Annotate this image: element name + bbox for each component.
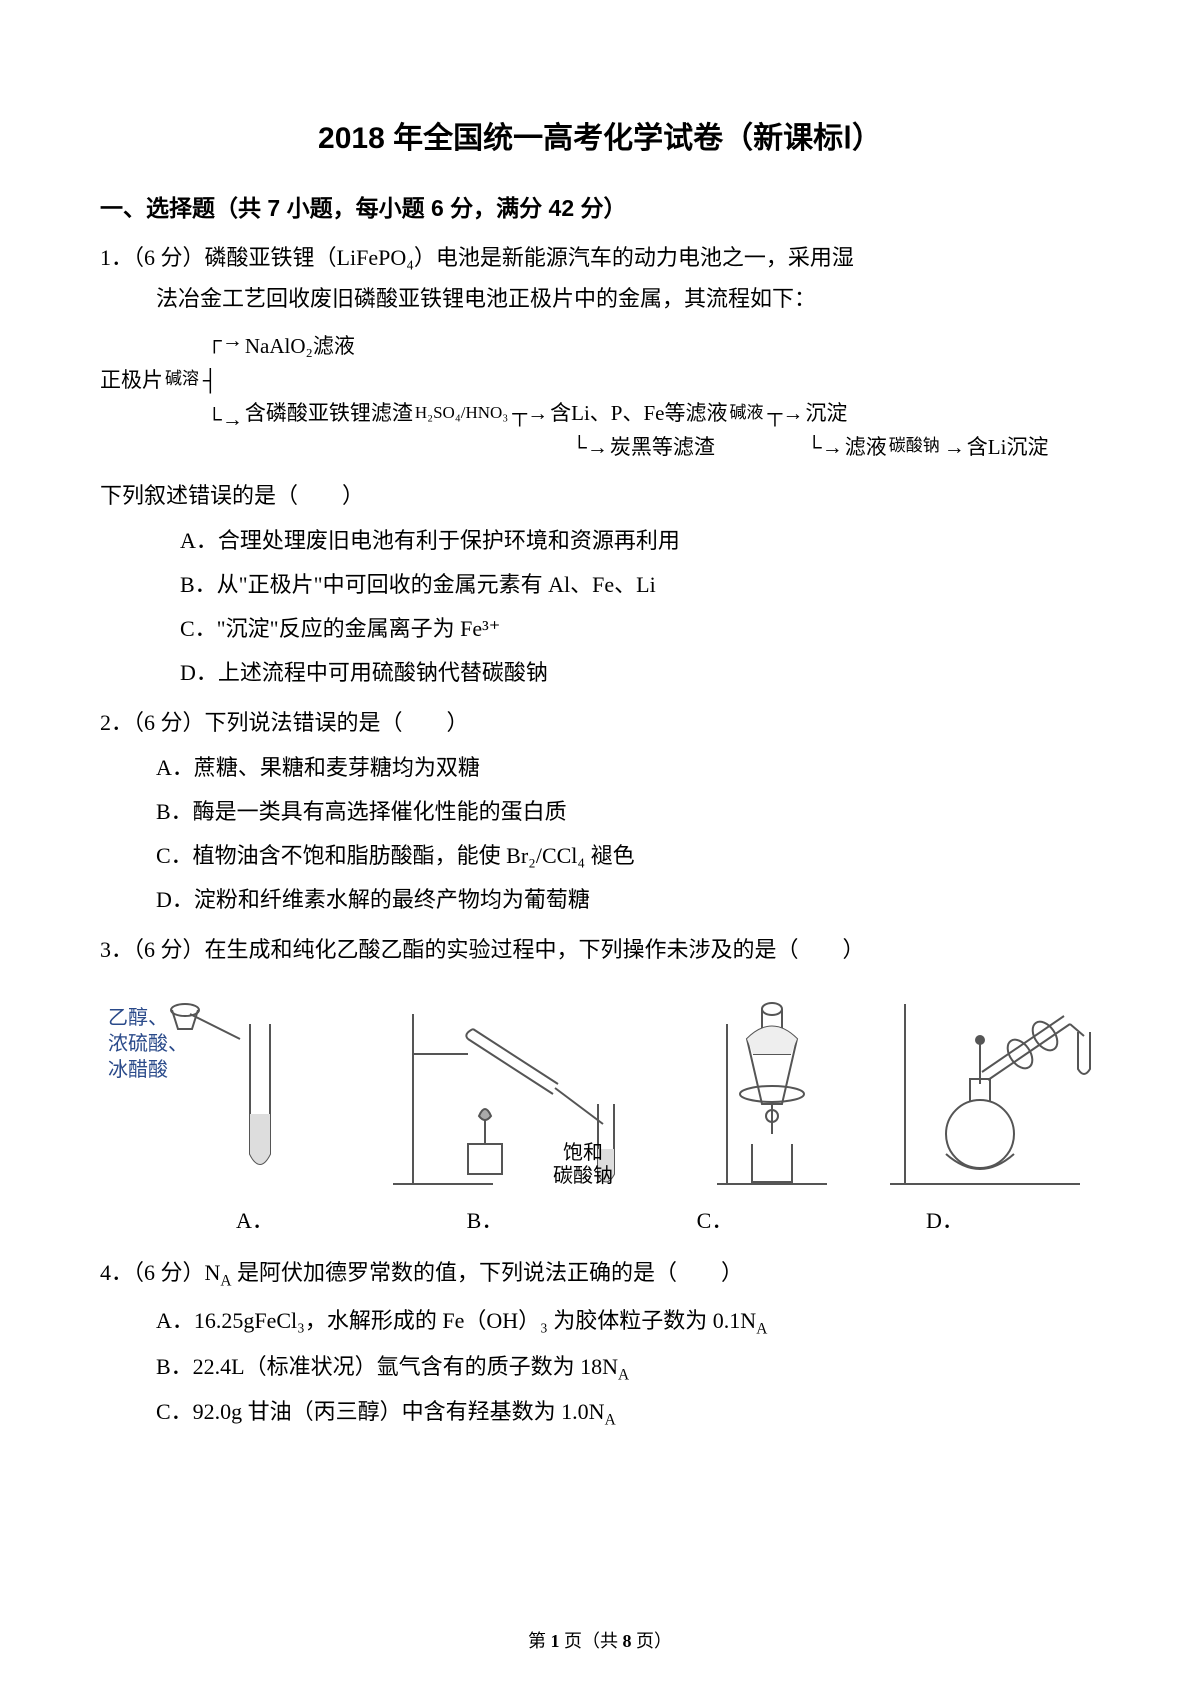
q4-a-text: A．16.25gFeCl₃，水解形成的 Fe（OH）₃ 为胶体粒子数为 0.1N [156, 1308, 756, 1333]
q3-stem: 3．（6 分）在生成和纯化乙酸乙酯的实验过程中，下列操作未涉及的是（ ） [100, 929, 1100, 971]
question-3: 3．（6 分）在生成和纯化乙酸乙酯的实验过程中，下列操作未涉及的是（ ） 乙醇、… [100, 929, 1100, 1243]
q1-option-b: B．从"正极片"中可回收的金属元素有 Al、Fe、Li [180, 564, 1100, 606]
q1-line1: 磷酸亚铁锂（LiFePO₄）电池是新能源汽车的动力电池之一，采用湿 [205, 245, 854, 270]
page-footer: 第 1 页（共 8 页） [0, 1624, 1200, 1658]
q3-cap-b: B． [370, 1200, 600, 1242]
q3-fig-a: 乙醇、 浓硫酸、 冰醋酸 [100, 984, 360, 1194]
figA-label-2: 浓硫酸、 [108, 1032, 188, 1055]
footer-page: 1 [551, 1631, 560, 1651]
q2-options: A．蔗糖、果糖和麦芽糖均为双糖 B．酶是一类具有高选择催化性能的蛋白质 C．植物… [76, 747, 1100, 920]
q1-stem: 1．（6 分）磷酸亚铁锂（LiFePO₄）电池是新能源汽车的动力电池之一，采用湿 [100, 237, 1100, 279]
q3-cap-c: C． [600, 1200, 830, 1242]
q4-number: 4． [100, 1260, 133, 1285]
q4-na-n: N [205, 1260, 221, 1285]
question-1: 1．（6 分）磷酸亚铁锂（LiFePO₄）电池是新能源汽车的动力电池之一，采用湿… [100, 237, 1100, 694]
q4-stem: 4．（6 分）NA 是阿伏加德罗常数的值，下列说法正确的是（ ） [100, 1252, 1100, 1296]
q1-option-c: C．"沉淀"反应的金属离子为 Fe³⁺ [180, 608, 1100, 650]
q3-fig-b: 饱和 碳酸钠 [373, 984, 673, 1194]
q2-option-d: D．淀粉和纤维素水解的最终产物均为葡萄糖 [156, 879, 1100, 921]
q1-options: A．合理处理废旧电池有利于保护环境和资源再利用 B．从"正极片"中可回收的金属元… [100, 520, 1100, 693]
q4-na-sub: A [220, 1273, 231, 1290]
q4-c-sub: A [605, 1412, 616, 1429]
q2-option-c: C．植物油含不饱和脂肪酸酯，能使 Br₂/CCl₄ 褪色 [156, 835, 1100, 877]
flow-naalo2: NaAlO₂滤液 [245, 330, 355, 364]
q3-figure-row: 乙醇、 浓硫酸、 冰醋酸 [100, 984, 1100, 1194]
q3-score: （6 分） [133, 937, 205, 962]
q3-cap-a: A． [140, 1200, 370, 1242]
q4-c-text: C．92.0g 甘油（丙三醇）中含有羟基数为 1.0N [156, 1399, 605, 1424]
flow-carbon-residue: 炭黑等滤渣 [610, 431, 715, 465]
flow-start: 正极片 [100, 364, 163, 398]
question-2: 2．（6 分）下列说法错误的是（ ） A．蔗糖、果糖和麦芽糖均为双糖 B．酶是一… [100, 702, 1100, 921]
flow-lbl-alkali: 碱溶 [163, 365, 201, 392]
footer-total: 8 [623, 1631, 632, 1651]
q3-number: 3． [100, 937, 133, 962]
exam-title: 2018 年全国统一高考化学试卷（新课标Ⅰ） [100, 110, 1100, 167]
figA-label-1: 乙醇、 [108, 1006, 168, 1029]
q2-stem: 2．（6 分）下列说法错误的是（ ） [100, 702, 1100, 744]
q1-option-a: A．合理处理废旧电池有利于保护环境和资源再利用 [180, 520, 1100, 562]
footer-b: 页（共 [560, 1631, 623, 1651]
q3-fig-c [687, 984, 857, 1194]
figB-label-2: 碳酸钠 [553, 1164, 613, 1187]
q1-followup: 下列叙述错误的是（ ） [100, 475, 1100, 517]
q1-number: 1． [100, 245, 133, 270]
flow-li-precipitate: 含Li沉淀 [967, 431, 1049, 465]
q4-options: A．16.25gFeCl₃，水解形成的 Fe（OH）₃ 为胶体粒子数为 0.1N… [76, 1300, 1100, 1435]
q1-option-d: D．上述流程中可用硫酸钠代替碳酸钠 [180, 652, 1100, 694]
q1-score: （6 分） [133, 245, 205, 270]
q4-a-sub: A [756, 1320, 767, 1337]
q3-text: 在生成和纯化乙酸乙酯的实验过程中，下列操作未涉及的是（ ） [205, 937, 865, 962]
q4-option-a: A．16.25gFeCl₃，水解形成的 Fe（OH）₃ 为胶体粒子数为 0.1N… [156, 1300, 1100, 1344]
footer-c: 页） [632, 1631, 673, 1651]
q1-line2: 法冶金工艺回收废旧磷酸亚铁锂电池正极片中的金属，其流程如下： [156, 278, 1100, 320]
q3-fig-d [870, 984, 1100, 1194]
q4-option-c: C．92.0g 甘油（丙三醇）中含有羟基数为 1.0NA [156, 1391, 1100, 1435]
q4-option-b: B．22.4L（标准状况）氩气含有的质子数为 18NA [156, 1346, 1100, 1390]
flow-residue1: 含磷酸亚铁锂滤渣 [245, 397, 413, 431]
flow-lbl-na2co3: 碳酸钠 [887, 432, 942, 459]
q2-option-a: A．蔗糖、果糖和麦芽糖均为双糖 [156, 747, 1100, 789]
flow-precipitate: 沉淀 [805, 397, 847, 431]
q2-text: 下列说法错误的是（ ） [205, 710, 469, 735]
q4-text: 是阿伏加德罗常数的值，下列说法正确的是（ ） [232, 1260, 744, 1285]
q4-b-text: B．22.4L（标准状况）氩气含有的质子数为 18N [156, 1354, 618, 1379]
q1-flow-diagram: ┌→ NaAlO₂滤液 正极片 碱溶 ┤ └→ 含磷酸亚铁锂滤渣 H₂SO₄/H… [100, 330, 1100, 464]
figB-label-1: 饱和 [563, 1141, 603, 1164]
q2-option-b: B．酶是一类具有高选择催化性能的蛋白质 [156, 791, 1100, 833]
q3-cap-d: D． [830, 1200, 1060, 1242]
flow-lbl-base: 碱液 [727, 399, 765, 426]
q4-b-sub: A [618, 1366, 629, 1383]
flow-lbl-acid: H₂SO₄/HNO₃ [413, 399, 510, 426]
q2-score: （6 分） [133, 710, 205, 735]
footer-a: 第 [528, 1631, 551, 1651]
q2-number: 2． [100, 710, 133, 735]
flow-filtrate-li: 含Li、P、Fe等滤液 [550, 397, 727, 431]
q3-caption-row: A． B． C． D． [140, 1200, 1060, 1242]
q4-score: （6 分） [133, 1260, 205, 1285]
question-4: 4．（6 分）NA 是阿伏加德罗常数的值，下列说法正确的是（ ） A．16.25… [100, 1252, 1100, 1435]
figA-label-3: 冰醋酸 [108, 1058, 168, 1081]
section-1-heading: 一、选择题（共 7 小题，每小题 6 分，满分 42 分） [100, 187, 1100, 231]
flow-filtrate2: 滤液 [845, 431, 887, 465]
